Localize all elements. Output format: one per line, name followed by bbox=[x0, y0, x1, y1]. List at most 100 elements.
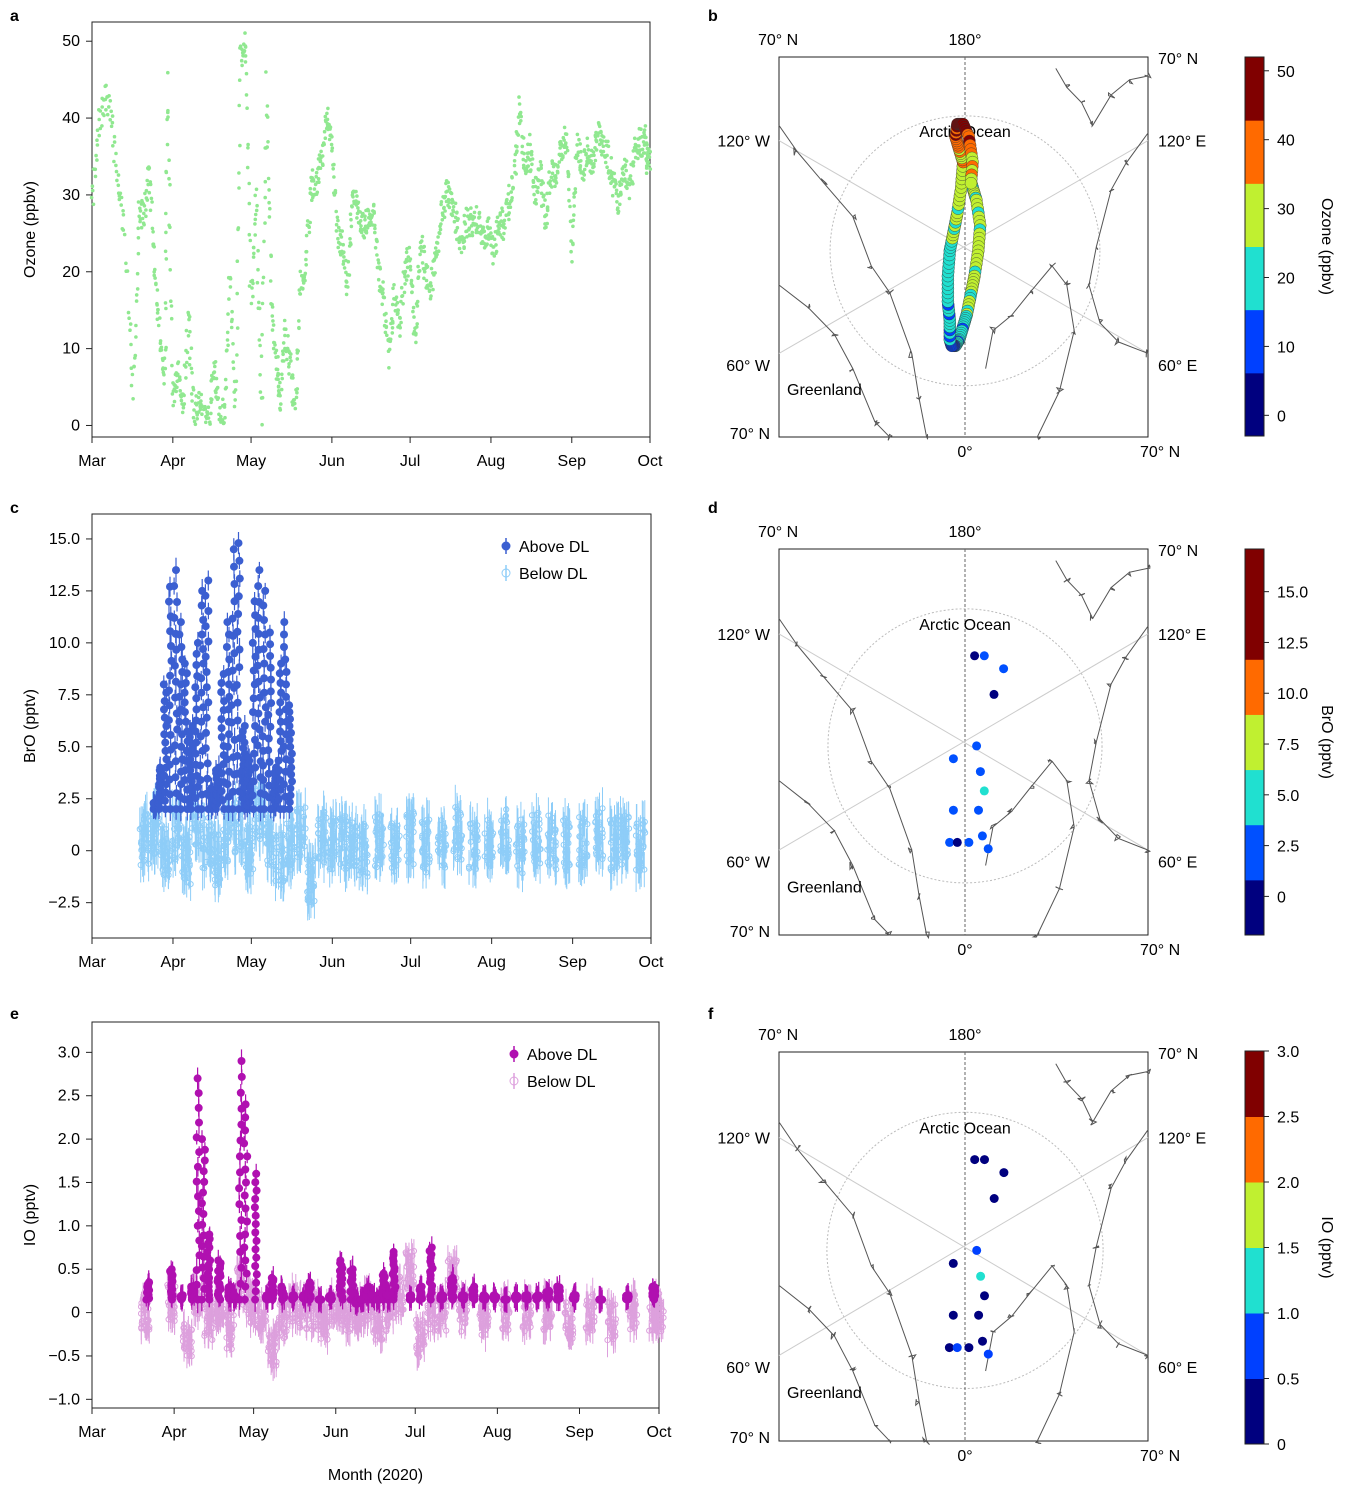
ytick-label: 0 bbox=[71, 1305, 80, 1322]
ozone-point bbox=[258, 373, 262, 377]
ozone-point bbox=[271, 328, 275, 332]
ozone-point bbox=[296, 349, 300, 353]
ozone-point bbox=[475, 205, 479, 209]
ozone-point bbox=[443, 209, 447, 213]
above-dl-point bbox=[171, 662, 179, 670]
ozone-point bbox=[553, 185, 557, 189]
ozone-point bbox=[162, 382, 166, 386]
above-dl-point bbox=[167, 731, 175, 739]
ozone-point bbox=[182, 406, 186, 410]
ozone-point bbox=[149, 209, 153, 213]
ozone-point bbox=[304, 258, 308, 262]
above-dl-point bbox=[250, 750, 258, 758]
ozone-point bbox=[244, 54, 248, 58]
xtick-label: Jul bbox=[405, 1424, 425, 1441]
ozone-point bbox=[513, 159, 517, 163]
ozone-point bbox=[350, 204, 354, 208]
above-dl-point bbox=[223, 643, 231, 651]
ozone-point bbox=[260, 423, 264, 427]
ozone-point bbox=[471, 234, 475, 238]
ozone-point bbox=[237, 171, 241, 175]
ozone-point bbox=[150, 197, 154, 201]
ozone-point bbox=[173, 400, 177, 404]
ozone-point bbox=[454, 202, 458, 206]
ytick-label: 30 bbox=[62, 187, 80, 204]
ozone-point bbox=[601, 139, 605, 143]
ozone-point bbox=[578, 142, 582, 146]
ozone-point bbox=[633, 137, 637, 141]
ozone-point bbox=[606, 140, 610, 144]
ozone-point bbox=[140, 226, 144, 230]
ozone-point bbox=[411, 284, 415, 288]
ozone-point bbox=[444, 195, 448, 199]
ozone-point bbox=[501, 210, 505, 214]
ozone-point bbox=[405, 278, 409, 282]
ozone-point bbox=[236, 259, 240, 263]
ozone-point bbox=[605, 154, 609, 158]
ozone-point bbox=[248, 202, 252, 206]
ozone-point bbox=[178, 378, 182, 382]
ozone-point bbox=[254, 213, 258, 217]
ozone-point bbox=[207, 405, 211, 409]
ozone-point bbox=[158, 316, 162, 320]
ozone-point bbox=[551, 172, 555, 176]
above-dl-point bbox=[204, 759, 212, 767]
ozone-point bbox=[542, 203, 546, 207]
ozone-point bbox=[324, 115, 328, 119]
above-dl-point bbox=[182, 718, 190, 726]
ozone-point bbox=[276, 372, 280, 376]
ozone-point bbox=[256, 281, 260, 285]
ozone-point bbox=[134, 354, 138, 358]
ozone-point bbox=[228, 277, 232, 281]
ozone-point bbox=[117, 184, 121, 188]
ozone-point bbox=[545, 213, 549, 217]
ozone-point bbox=[336, 219, 340, 223]
ozone-point bbox=[269, 254, 273, 258]
ozone-point bbox=[421, 261, 425, 265]
ozone-point bbox=[561, 154, 565, 158]
ozone-point bbox=[269, 279, 273, 283]
ozone-point bbox=[258, 338, 262, 342]
ozone-point bbox=[175, 386, 179, 390]
ozone-point bbox=[104, 108, 108, 112]
ozone-point bbox=[377, 278, 381, 282]
ozone-point bbox=[194, 423, 198, 427]
ozone-point bbox=[373, 227, 377, 231]
ozone-point bbox=[287, 372, 291, 376]
ozone-point bbox=[528, 143, 532, 147]
ozone-point bbox=[238, 144, 242, 148]
above-dl-point bbox=[172, 566, 180, 574]
ozone-point bbox=[111, 114, 115, 118]
ozone-point bbox=[164, 301, 168, 305]
ozone-point bbox=[259, 390, 263, 394]
ozone-point bbox=[497, 227, 501, 231]
ozone-point bbox=[410, 290, 414, 294]
ozone-point bbox=[529, 170, 533, 174]
ozone-point bbox=[377, 261, 381, 265]
ozone-point bbox=[224, 378, 228, 382]
ozone-point bbox=[185, 329, 189, 333]
ozone-point bbox=[419, 241, 423, 245]
ozone-point bbox=[145, 179, 149, 183]
above-dl-point bbox=[181, 660, 189, 668]
ozone-point bbox=[195, 417, 199, 421]
ozone-point bbox=[308, 221, 312, 225]
above-dl-point bbox=[235, 539, 243, 547]
ytick-label: 50 bbox=[62, 33, 80, 50]
ozone-point bbox=[181, 411, 185, 415]
ozone-point bbox=[246, 146, 250, 150]
ozone-point bbox=[415, 322, 419, 326]
ozone-point bbox=[462, 246, 466, 250]
ozone-point bbox=[253, 194, 257, 198]
ozone-point bbox=[381, 280, 385, 284]
ozone-point bbox=[355, 216, 359, 220]
ozone-point bbox=[463, 240, 467, 244]
xtick-label: Oct bbox=[647, 1424, 672, 1441]
xtick-label: May bbox=[236, 954, 266, 971]
ozone-point bbox=[168, 268, 172, 272]
ozone-point bbox=[150, 200, 154, 204]
above-dl-point bbox=[285, 701, 293, 709]
ozone-point bbox=[620, 183, 624, 187]
ozone-point bbox=[223, 403, 227, 407]
ozone-point bbox=[417, 275, 421, 279]
